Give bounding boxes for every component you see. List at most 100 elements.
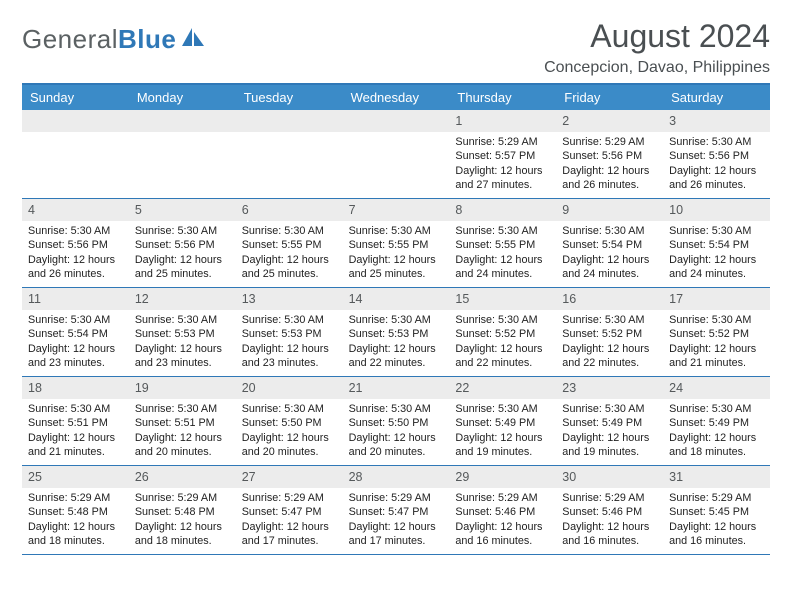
daylight-text: Daylight: 12 hours and 19 minutes. (455, 431, 550, 460)
weekday-header-row: Sunday Monday Tuesday Wednesday Thursday… (22, 85, 770, 110)
day-body: Sunrise: 5:30 AMSunset: 5:55 PMDaylight:… (449, 221, 556, 285)
sunset-text: Sunset: 5:51 PM (28, 416, 123, 430)
day-body (22, 132, 129, 139)
day-body (129, 132, 236, 139)
brand-part2: Blue (118, 24, 176, 54)
daylight-text: Daylight: 12 hours and 25 minutes. (135, 253, 230, 282)
day-number: 6 (242, 203, 249, 217)
day-number-row: 14 (343, 288, 450, 310)
day-cell: 17Sunrise: 5:30 AMSunset: 5:52 PMDayligh… (663, 288, 770, 376)
daylight-text: Daylight: 12 hours and 21 minutes. (669, 342, 764, 371)
day-number-row: 5 (129, 199, 236, 221)
day-cell: 12Sunrise: 5:30 AMSunset: 5:53 PMDayligh… (129, 288, 236, 376)
daylight-text: Daylight: 12 hours and 26 minutes. (562, 164, 657, 193)
weeks-container: ....1Sunrise: 5:29 AMSunset: 5:57 PMDayl… (22, 110, 770, 555)
sunrise-text: Sunrise: 5:30 AM (562, 313, 657, 327)
sunset-text: Sunset: 5:55 PM (242, 238, 337, 252)
day-cell: 25Sunrise: 5:29 AMSunset: 5:48 PMDayligh… (22, 466, 129, 554)
day-body: Sunrise: 5:30 AMSunset: 5:51 PMDaylight:… (22, 399, 129, 463)
day-number-row: 15 (449, 288, 556, 310)
day-cell: 19Sunrise: 5:30 AMSunset: 5:51 PMDayligh… (129, 377, 236, 465)
sunset-text: Sunset: 5:49 PM (455, 416, 550, 430)
day-number: 14 (349, 292, 363, 306)
day-number: 31 (669, 470, 683, 484)
sunrise-text: Sunrise: 5:30 AM (669, 135, 764, 149)
day-cell: 7Sunrise: 5:30 AMSunset: 5:55 PMDaylight… (343, 199, 450, 287)
day-body: Sunrise: 5:30 AMSunset: 5:55 PMDaylight:… (236, 221, 343, 285)
weekday-header: Tuesday (236, 85, 343, 110)
header-row: GeneralBlue August 2024 Concepcion, Dava… (22, 18, 770, 77)
weekday-header: Thursday (449, 85, 556, 110)
location-text: Concepcion, Davao, Philippines (544, 59, 770, 77)
daylight-text: Daylight: 12 hours and 18 minutes. (135, 520, 230, 549)
sunset-text: Sunset: 5:53 PM (242, 327, 337, 341)
sunrise-text: Sunrise: 5:29 AM (455, 135, 550, 149)
daylight-text: Daylight: 12 hours and 19 minutes. (562, 431, 657, 460)
day-body: Sunrise: 5:30 AMSunset: 5:53 PMDaylight:… (129, 310, 236, 374)
daylight-text: Daylight: 12 hours and 20 minutes. (242, 431, 337, 460)
day-body: Sunrise: 5:30 AMSunset: 5:56 PMDaylight:… (129, 221, 236, 285)
day-body: Sunrise: 5:30 AMSunset: 5:56 PMDaylight:… (22, 221, 129, 285)
day-number-row: 19 (129, 377, 236, 399)
day-number-row: 29 (449, 466, 556, 488)
sail-icon (180, 26, 206, 53)
brand-logo: GeneralBlue (22, 24, 206, 55)
weekday-header: Sunday (22, 85, 129, 110)
day-cell: 30 Sunrise: 5:29 AMSunset: 5:46 PMDayligh… (556, 466, 663, 554)
day-cell: 8Sunrise: 5:30 AMSunset: 5:55 PMDaylight… (449, 199, 556, 287)
day-number-row: 22 (449, 377, 556, 399)
day-number: 7 (349, 203, 356, 217)
day-number-row: 25 (22, 466, 129, 488)
week-row: ....1Sunrise: 5:29 AMSunset: 5:57 PMDayl… (22, 110, 770, 199)
sunrise-text: Sunrise: 5:30 AM (669, 313, 764, 327)
day-body: Sunrise: 5:30 AMSunset: 5:54 PMDaylight:… (22, 310, 129, 374)
day-cell: 5Sunrise: 5:30 AMSunset: 5:56 PMDaylight… (129, 199, 236, 287)
sunrise-text: Sunrise: 5:30 AM (135, 224, 230, 238)
day-cell: 31 Sunrise: 5:29 AMSunset: 5:45 PMDayligh… (663, 466, 770, 554)
sunrise-text: Sunrise: 5:30 AM (242, 402, 337, 416)
day-body: Sunrise: 5:30 AMSunset: 5:56 PMDaylight:… (663, 132, 770, 196)
day-number-row: 20 (236, 377, 343, 399)
day-number: 29 (455, 470, 469, 484)
brand-part1: General (22, 24, 118, 54)
sunset-text: Sunset: 5:48 PM (28, 505, 123, 519)
sunrise-text: Sunrise: 5:30 AM (242, 313, 337, 327)
day-number-row: 30 (556, 466, 663, 488)
day-cell: 1Sunrise: 5:29 AMSunset: 5:57 PMDaylight… (449, 110, 556, 198)
day-number: 30 (562, 470, 576, 484)
day-number: 4 (28, 203, 35, 217)
week-row: 25 Sunrise: 5:29 AM Sunset: 5:48 PM Dayligh… (22, 466, 770, 555)
day-cell: 26Sunrise: 5:29 AMSunset: 5:48 PMDayligh… (129, 466, 236, 554)
sunset-text: Sunset: 5:52 PM (455, 327, 550, 341)
sunrise-text: Sunrise: 5:30 AM (349, 402, 444, 416)
day-body: Sunrise: 5:29 AMSunset: 5:46 PMDaylight:… (556, 488, 663, 552)
weekday-header: Wednesday (343, 85, 450, 110)
day-number-row: 4 (22, 199, 129, 221)
day-cell: 20Sunrise: 5:30 AMSunset: 5:50 PMDayligh… (236, 377, 343, 465)
day-number: 18 (28, 381, 42, 395)
sunrise-text: Sunrise: 5:30 AM (242, 224, 337, 238)
day-cell: 24Sunrise: 5:30 AMSunset: 5:49 PMDayligh… (663, 377, 770, 465)
day-number-row: 27 (236, 466, 343, 488)
sunrise-text: Sunrise: 5:29 AM (455, 491, 550, 505)
day-number-row: 26 (129, 466, 236, 488)
day-body: Sunrise: 5:30 AMSunset: 5:54 PMDaylight:… (663, 221, 770, 285)
sunrise-text: Sunrise: 5:29 AM (562, 491, 657, 505)
sunset-text: Sunset: 5:50 PM (349, 416, 444, 430)
day-number: 26 (135, 470, 149, 484)
day-cell: . (22, 110, 129, 198)
day-cell: . (343, 110, 450, 198)
day-number: 24 (669, 381, 683, 395)
sunrise-text: Sunrise: 5:30 AM (455, 313, 550, 327)
sunset-text: Sunset: 5:46 PM (562, 505, 657, 519)
day-body: Sunrise: 5:29 AMSunset: 5:45 PMDaylight:… (663, 488, 770, 552)
day-cell: 2Sunrise: 5:29 AMSunset: 5:56 PMDaylight… (556, 110, 663, 198)
sunset-text: Sunset: 5:52 PM (669, 327, 764, 341)
sunset-text: Sunset: 5:56 PM (669, 149, 764, 163)
day-body: Sunrise: 5:30 AMSunset: 5:54 PMDaylight:… (556, 221, 663, 285)
month-title: August 2024 (544, 18, 770, 55)
daylight-text: Daylight: 12 hours and 16 minutes. (455, 520, 550, 549)
day-number-row: 11 (22, 288, 129, 310)
day-number: 22 (455, 381, 469, 395)
sunrise-text: Sunrise: 5:30 AM (349, 313, 444, 327)
